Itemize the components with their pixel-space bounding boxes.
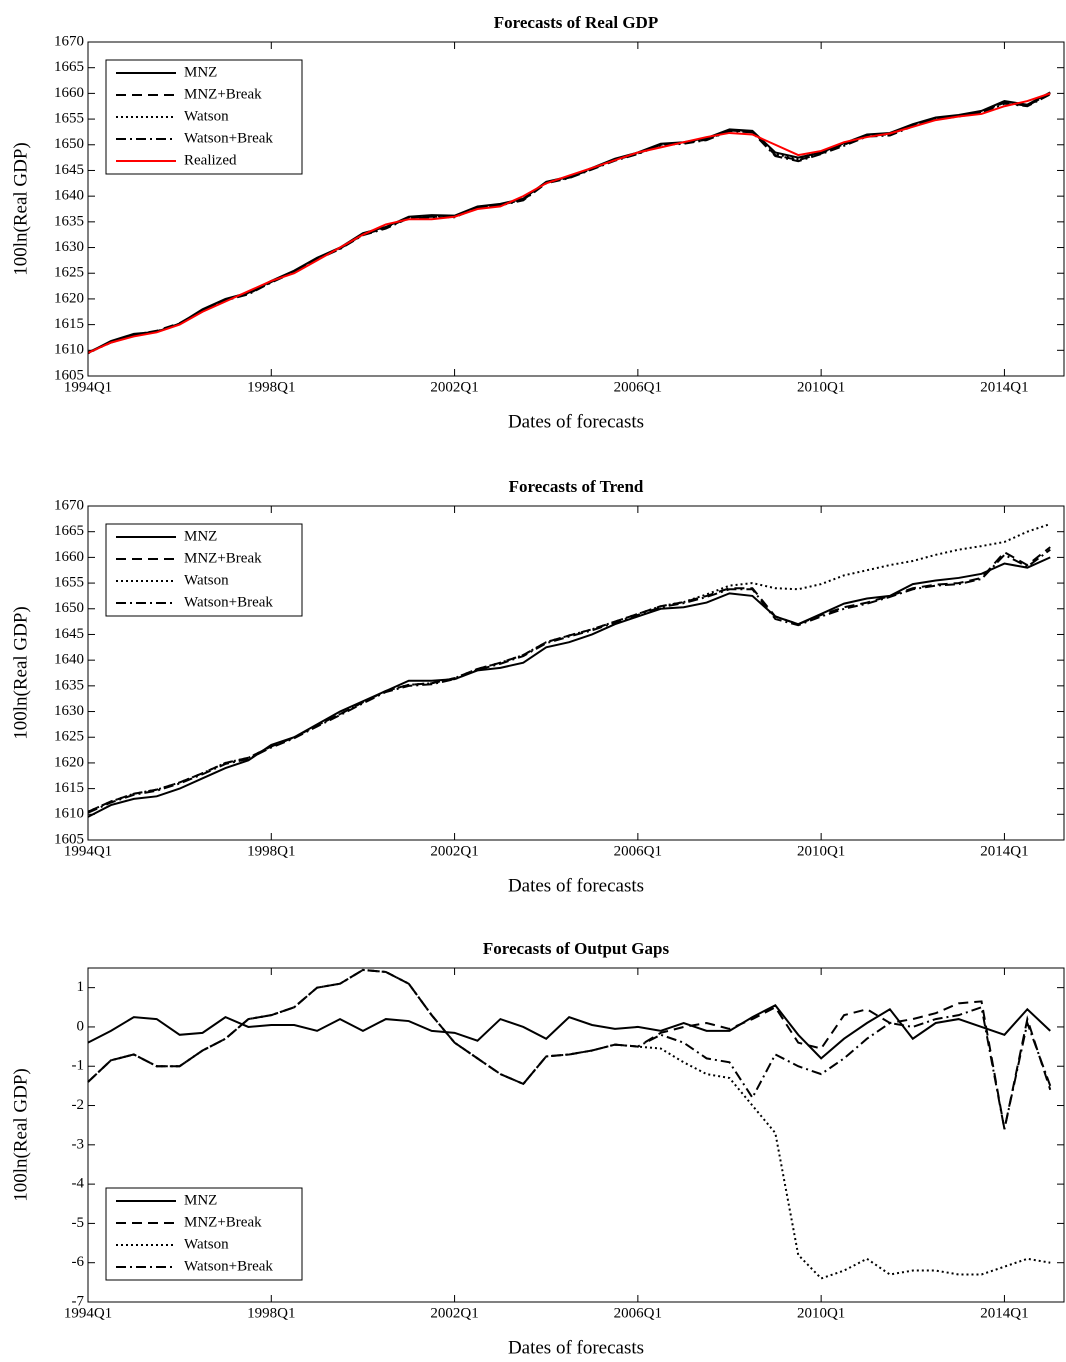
series-line bbox=[87, 968, 1052, 1130]
x-tick-label: 2002Q1 bbox=[430, 843, 478, 859]
x-tick-label: 1998Q1 bbox=[247, 843, 295, 859]
y-tick-label: 1665 bbox=[54, 59, 84, 75]
y-tick-label: 1635 bbox=[54, 677, 84, 693]
x-tick-label: 2002Q1 bbox=[430, 379, 478, 395]
legend-label: MNZ bbox=[184, 64, 217, 80]
subplot: Forecasts of Trend Dates of forecasts 100l… bbox=[10, 477, 1065, 896]
x-tick-label: 1994Q1 bbox=[64, 843, 112, 859]
x-tick-label: 2010Q1 bbox=[797, 379, 845, 395]
plot-frame bbox=[87, 41, 1065, 377]
series-line bbox=[87, 1004, 1051, 1060]
y-tick-label: 1620 bbox=[54, 754, 84, 770]
legend-label: Realized bbox=[184, 152, 237, 168]
x-tick-label: 2014Q1 bbox=[980, 379, 1028, 395]
x-tick-label: 2006Q1 bbox=[614, 379, 662, 395]
y-tick-label: 1670 bbox=[54, 33, 84, 49]
chart-title: Forecasts of Output Gaps bbox=[483, 939, 670, 958]
y-tick-label: -2 bbox=[72, 1097, 85, 1113]
y-tick-label: 1660 bbox=[54, 549, 84, 565]
chart-title: Forecasts of Real GDP bbox=[494, 13, 658, 32]
x-axis-label: Dates of forecasts bbox=[508, 1337, 644, 1358]
legend-label: MNZ+Break bbox=[184, 86, 262, 102]
plot-frame bbox=[87, 967, 1065, 1303]
x-tick-label: 1994Q1 bbox=[64, 1305, 112, 1321]
series-line bbox=[87, 548, 1051, 814]
y-tick-label: 1670 bbox=[54, 497, 84, 513]
x-tick-label: 2010Q1 bbox=[797, 1305, 845, 1321]
y-tick-label: 1610 bbox=[54, 342, 84, 358]
y-tick-label: 1655 bbox=[54, 111, 84, 127]
x-axis-label: Dates of forecasts bbox=[508, 411, 644, 432]
y-tick-label: 1625 bbox=[54, 729, 84, 745]
legend-box bbox=[105, 1187, 303, 1281]
legend-label: Watson bbox=[184, 572, 229, 588]
y-tick-label: 1635 bbox=[54, 213, 84, 229]
series-line bbox=[87, 93, 1051, 354]
legend-label: MNZ bbox=[184, 1192, 217, 1208]
legend-label: Watson bbox=[184, 108, 229, 124]
y-tick-label: 1615 bbox=[54, 780, 84, 796]
legend-label: Watson+Break bbox=[184, 594, 273, 610]
y-tick-label: 1665 bbox=[54, 523, 84, 539]
x-axis-label: Dates of forecasts bbox=[508, 875, 644, 896]
y-tick-label: 1640 bbox=[54, 652, 84, 668]
x-tick-label: 1994Q1 bbox=[64, 379, 112, 395]
y-tick-label: 1645 bbox=[54, 626, 84, 642]
y-tick-label: -5 bbox=[72, 1215, 85, 1231]
legend-label: Watson+Break bbox=[184, 1258, 273, 1274]
y-tick-label: 1650 bbox=[54, 136, 84, 152]
y-tick-label: 1630 bbox=[54, 239, 84, 255]
x-tick-label: 1998Q1 bbox=[247, 379, 295, 395]
y-tick-label: 1620 bbox=[54, 290, 84, 306]
y-tick-label: 1605 bbox=[54, 831, 84, 847]
y-axis-label: 100ln(Real GDP) bbox=[10, 606, 31, 740]
y-tick-label: 1625 bbox=[54, 265, 84, 281]
legend-label: MNZ bbox=[184, 528, 217, 544]
y-tick-label: 1640 bbox=[54, 188, 84, 204]
y-tick-label: -6 bbox=[72, 1254, 85, 1270]
x-tick-label: 2014Q1 bbox=[980, 1305, 1028, 1321]
y-tick-label: 1655 bbox=[54, 575, 84, 591]
chart-title: Forecasts of Trend bbox=[509, 477, 644, 496]
x-tick-label: 2002Q1 bbox=[430, 1305, 478, 1321]
y-tick-label: 1650 bbox=[54, 600, 84, 616]
series-line bbox=[87, 92, 1051, 354]
y-tick-label: 1615 bbox=[54, 316, 84, 332]
y-axis-label: 100ln(Real GDP) bbox=[10, 142, 31, 276]
x-tick-label: 2006Q1 bbox=[614, 843, 662, 859]
y-tick-label: 1610 bbox=[54, 806, 84, 822]
legend-label: MNZ+Break bbox=[184, 1214, 262, 1230]
y-tick-label: 1660 bbox=[54, 85, 84, 101]
series-line bbox=[87, 92, 1051, 354]
x-tick-label: 1998Q1 bbox=[247, 1305, 295, 1321]
legend-label: Watson+Break bbox=[184, 130, 273, 146]
legend-label: MNZ+Break bbox=[184, 550, 262, 566]
y-axis-label: 100ln(Real GDP) bbox=[10, 1068, 31, 1202]
legend-box bbox=[105, 59, 303, 175]
legend-box bbox=[105, 523, 303, 617]
y-tick-label: -3 bbox=[72, 1136, 85, 1152]
subplot: Forecasts of Output Gaps Dates of forecas… bbox=[10, 939, 1065, 1358]
y-tick-label: 1 bbox=[77, 979, 85, 995]
y-tick-label: -1 bbox=[72, 1058, 85, 1074]
x-tick-label: 2010Q1 bbox=[797, 843, 845, 859]
y-tick-label: -4 bbox=[72, 1176, 85, 1192]
y-tick-label: 1630 bbox=[54, 703, 84, 719]
series-line bbox=[87, 968, 1052, 1130]
x-tick-label: 2014Q1 bbox=[980, 843, 1028, 859]
y-tick-label: 1605 bbox=[54, 367, 84, 383]
x-tick-label: 2006Q1 bbox=[614, 1305, 662, 1321]
subplot: Forecasts of Real GDP Dates of forecasts 1… bbox=[10, 13, 1065, 432]
legend-label: Watson bbox=[184, 1236, 229, 1252]
plot-frame bbox=[87, 505, 1065, 841]
y-tick-label: -7 bbox=[72, 1293, 85, 1309]
y-tick-label: 1645 bbox=[54, 162, 84, 178]
y-tick-label: 0 bbox=[77, 1018, 85, 1034]
